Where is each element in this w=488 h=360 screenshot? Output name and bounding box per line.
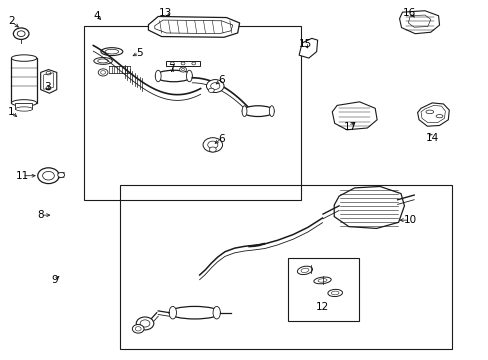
Ellipse shape	[155, 70, 161, 82]
Circle shape	[38, 168, 59, 184]
Ellipse shape	[327, 289, 342, 297]
Bar	[166, 61, 199, 66]
Text: 6: 6	[217, 75, 224, 85]
Text: 12: 12	[315, 302, 328, 312]
Polygon shape	[417, 103, 448, 126]
Circle shape	[132, 324, 144, 333]
Ellipse shape	[169, 306, 176, 319]
Text: 9: 9	[51, 275, 58, 285]
Circle shape	[136, 317, 154, 330]
Text: 5: 5	[136, 48, 142, 58]
Circle shape	[209, 147, 216, 152]
Text: 1: 1	[8, 107, 15, 117]
Circle shape	[206, 80, 224, 93]
Ellipse shape	[242, 106, 246, 117]
Circle shape	[98, 69, 108, 76]
Polygon shape	[148, 17, 239, 37]
Text: 10: 10	[403, 215, 416, 225]
Circle shape	[179, 67, 186, 72]
Circle shape	[208, 88, 214, 93]
Text: 16: 16	[402, 8, 415, 18]
Bar	[120, 185, 451, 348]
Text: 3: 3	[43, 82, 50, 93]
Ellipse shape	[297, 266, 312, 275]
Ellipse shape	[169, 306, 220, 319]
Text: 11: 11	[16, 171, 29, 181]
Text: 13: 13	[159, 8, 172, 18]
Polygon shape	[333, 186, 404, 228]
Bar	[288, 258, 358, 320]
Ellipse shape	[16, 107, 33, 111]
Polygon shape	[299, 39, 317, 58]
Text: 15: 15	[298, 40, 311, 49]
Bar	[83, 26, 300, 200]
Polygon shape	[15, 103, 32, 109]
Ellipse shape	[11, 55, 37, 61]
Text: 6: 6	[217, 134, 224, 144]
Circle shape	[203, 138, 222, 152]
Ellipse shape	[94, 58, 112, 64]
Circle shape	[13, 28, 29, 40]
Ellipse shape	[186, 70, 192, 82]
Polygon shape	[399, 11, 439, 34]
Text: 7: 7	[168, 64, 174, 74]
Circle shape	[58, 172, 64, 177]
Text: 2: 2	[8, 17, 15, 27]
Ellipse shape	[269, 106, 274, 117]
Polygon shape	[41, 69, 57, 93]
Ellipse shape	[11, 100, 37, 106]
Ellipse shape	[242, 106, 273, 117]
Ellipse shape	[213, 306, 220, 319]
Text: 14: 14	[425, 133, 438, 143]
Polygon shape	[11, 58, 37, 103]
Text: 17: 17	[344, 122, 357, 132]
Polygon shape	[331, 102, 376, 130]
Ellipse shape	[313, 277, 330, 284]
Text: 8: 8	[37, 210, 44, 220]
Ellipse shape	[101, 48, 122, 55]
Ellipse shape	[155, 70, 192, 82]
Text: 4: 4	[94, 11, 101, 21]
